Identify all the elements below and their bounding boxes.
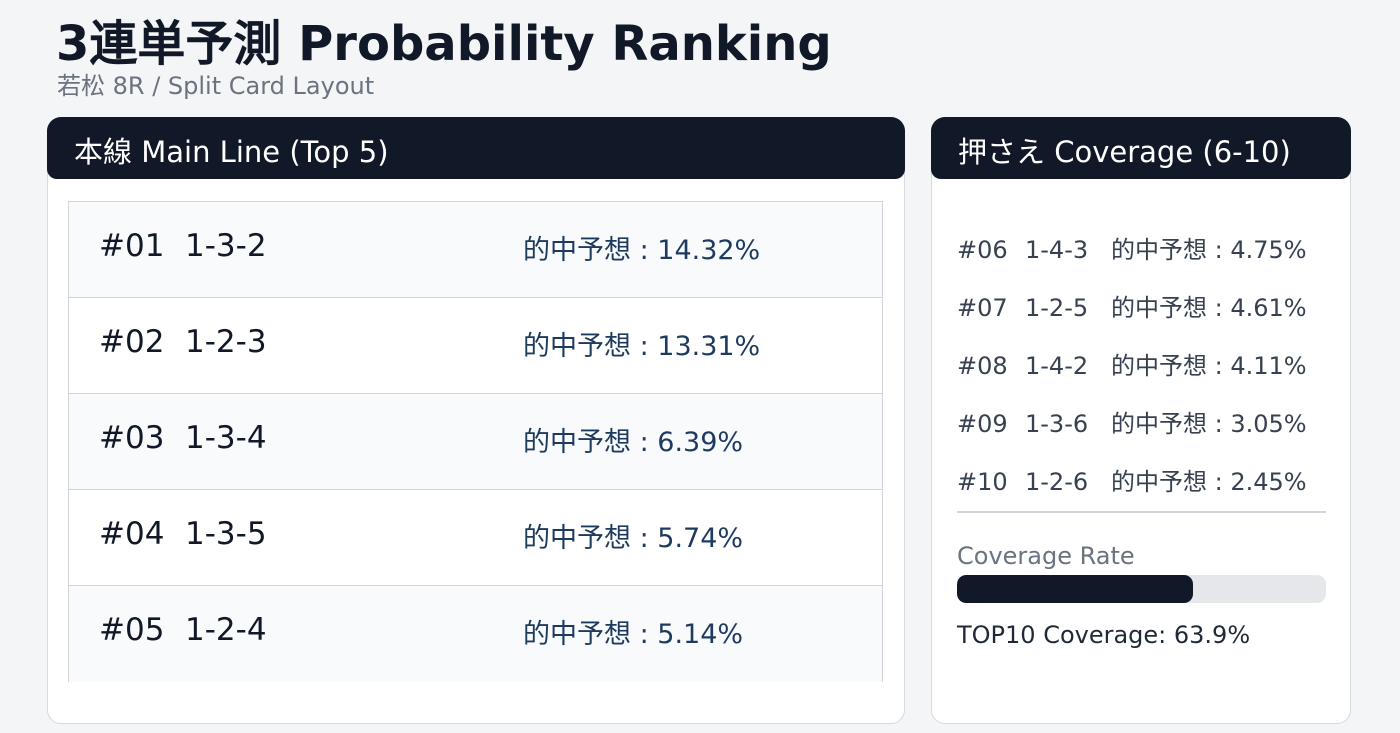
combo: 1-3-2 [185,228,267,264]
rank: #02 [99,324,165,360]
combo: 1-2-5 [1025,294,1089,322]
main-row: #01 1-3-2 的中予想 : 14.32% [69,202,882,298]
probability: 的中予想 : 5.14% [523,619,744,650]
rank: #06 [957,236,1008,264]
coverage-row: #10 1-2-6 的中予想 : 2.45% [957,462,1307,497]
rank: #08 [957,352,1008,380]
probability: 的中予想 : 4.75% [1111,236,1307,264]
rank: #07 [957,294,1008,322]
rank: #09 [957,410,1008,438]
coverage-card: 押さえ Coverage (6-10) Coverage Rate TOP10 … [931,117,1351,724]
divider [957,511,1326,513]
probability: 的中予想 : 5.74% [523,523,744,554]
coverage-row: #08 1-4-2 的中予想 : 4.11% [957,346,1307,381]
combo: 1-3-6 [1025,410,1089,438]
main-row: #04 1-3-5 的中予想 : 5.74% [69,490,882,586]
probability: 的中予想 : 2.45% [1111,468,1307,496]
coverage-card-title: 押さえ Coverage (6-10) [931,117,1351,179]
probability: 的中予想 : 3.05% [1111,410,1307,438]
combo: 1-4-3 [1025,236,1089,264]
rate-track [957,575,1326,603]
probability: 的中予想 : 4.61% [1111,294,1307,322]
probability: 的中予想 : 6.39% [523,427,744,458]
coverage-row: #07 1-2-5 的中予想 : 4.61% [957,288,1307,323]
combo: 1-2-6 [1025,468,1089,496]
combo: 1-3-5 [185,516,267,552]
rate-title: Coverage Rate [957,542,1135,570]
rank: #04 [99,516,165,552]
probability: 的中予想 : 14.32% [523,235,761,266]
page-title: 3連単予測 Probability Ranking [56,16,832,72]
combo: 1-3-4 [185,420,267,456]
coverage-row: #09 1-3-6 的中予想 : 3.05% [957,404,1307,439]
coverage-row: #06 1-4-3 的中予想 : 4.75% [957,230,1307,265]
rank: #10 [957,468,1008,496]
main-card: 本線 Main Line (Top 5) #01 1-3-2 的中予想 : 14.3… [47,117,905,724]
rank: #03 [99,420,165,456]
rank: #05 [99,612,165,648]
probability: 的中予想 : 4.11% [1111,352,1307,380]
rank: #01 [99,228,165,264]
rate-bar [957,575,1193,603]
coverage-summary: TOP10 Coverage: 63.9% [957,621,1251,649]
combo: 1-4-2 [1025,352,1089,380]
main-row: #03 1-3-4 的中予想 : 6.39% [69,394,882,490]
main-row: #05 1-2-4 的中予想 : 5.14% [69,586,882,682]
page-subtitle: 若松 8R / Split Card Layout [57,72,375,100]
probability: 的中予想 : 13.31% [523,331,761,362]
main-table: #01 1-3-2 的中予想 : 14.32% #02 1-2-3 的中予想 : 13.3… [68,201,883,682]
combo: 1-2-4 [185,612,267,648]
combo: 1-2-3 [185,324,267,360]
main-card-title: 本線 Main Line (Top 5) [47,117,905,179]
main-row: #02 1-2-3 的中予想 : 13.31% [69,298,882,394]
